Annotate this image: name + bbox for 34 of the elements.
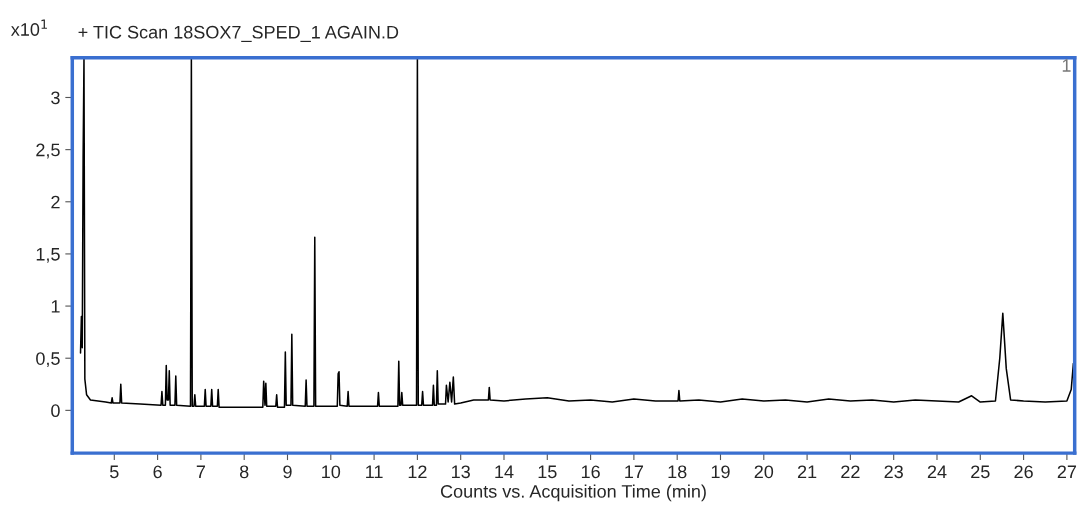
x-tick-label: 27	[1057, 465, 1077, 479]
x-tick-label: 16	[581, 465, 600, 479]
annotation: 1	[1062, 59, 1071, 72]
y-tick-label: 1,5	[36, 248, 60, 263]
x-tick-label: 11	[366, 465, 383, 479]
x-tick-label: 7	[196, 465, 206, 479]
chart-title: + TIC Scan 18SOX7_SPED_1 AGAIN.D	[78, 25, 399, 42]
y-tick-label: 2,5	[36, 143, 60, 159]
y-tick-label: 1	[51, 300, 60, 313]
x-tick-label: 21	[797, 465, 817, 479]
x-tick-label: 26	[1014, 465, 1033, 479]
x-tick-label: 20	[754, 465, 774, 479]
x-tick-label: 18	[668, 465, 687, 479]
y-tick-label: 0,5	[36, 352, 60, 368]
x-tick-label: 12	[408, 465, 427, 479]
x-tick-label: 23	[884, 465, 903, 479]
x-tick-label: 14	[495, 465, 514, 479]
x-tick-label: 13	[452, 465, 470, 479]
x-axis-title: Counts vs. Acquisition Time (min)	[440, 484, 706, 502]
x-tick-label: 15	[538, 465, 557, 479]
x-tick-label: 24	[927, 465, 947, 479]
x-tick-label: 9	[283, 465, 292, 479]
x-tick-label: 25	[971, 465, 990, 479]
x-tick-label: 22	[841, 465, 860, 479]
x-tick-label: 10	[322, 465, 341, 479]
x-tick-label: 5	[110, 465, 119, 479]
y-tick-label: 2	[51, 195, 60, 209]
y-tick-label: 3	[51, 91, 60, 105]
x-tick-label: 19	[711, 465, 730, 479]
y-axis-title: x10$^{1}$	[10, 19, 47, 36]
x-tick-label: 8	[239, 465, 249, 479]
x-tick-label: 17	[625, 465, 644, 479]
y-tick-label: 0	[51, 404, 60, 418]
x-tick-label: 6	[153, 465, 162, 479]
